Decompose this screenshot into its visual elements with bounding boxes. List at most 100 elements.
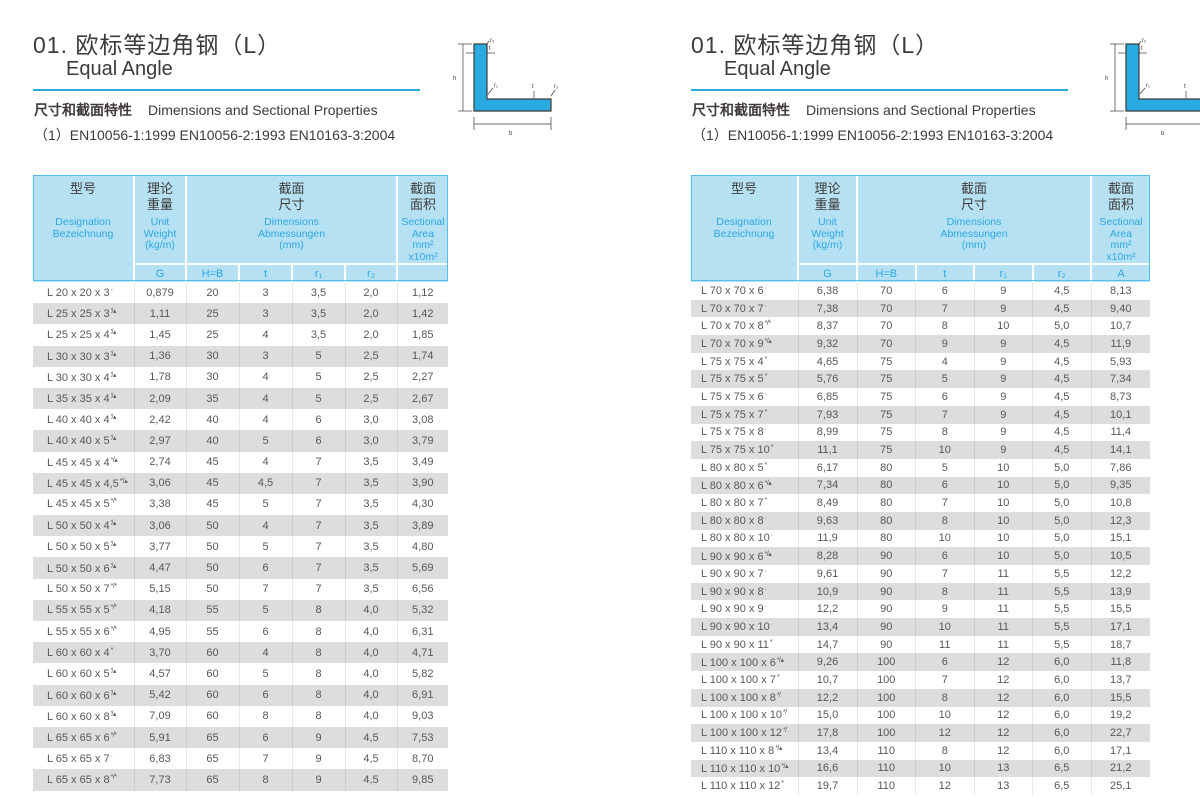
designation-cell: L 75 x 75 x 5* [701,373,767,386]
unit-weight-cell: 5,76 [797,370,857,389]
table-row: L 55 x 55 x 6*/* 4,95 55 6 8 4,0 6,31 [33,621,449,643]
table-row: L 40 x 40 x 5′/▴ 2,97 40 5 6 3,0 3,79 [33,430,449,452]
dims-en2: Abmessungen [940,227,1008,240]
diagram-label-t-top: t [489,46,491,52]
col-header-weight: 理论 重量 Unit Weight (kg/m) [133,175,187,265]
angle-section-icon: h b t r₂ r₁ t r₂ [1105,38,1200,137]
area-cell: 17,1 [1090,618,1151,636]
area-cell: 15,1 [1090,529,1151,548]
unit-weight-cell: 2,09 [133,387,186,410]
r1-cell: 9 [291,726,345,749]
area-cell: 6,56 [396,578,449,600]
designation-footnote-mark: * [770,444,774,452]
r1-cell: 8 [291,599,345,621]
table-row: L 80 x 80 x 10· 11,9 80 10 10 5,0 15,1 [691,529,1151,548]
unit-weight-cell: 9,61 [797,565,857,583]
designation-cell: L 70 x 70 x 9*/▴ [701,338,772,351]
hb-cell: 65 [185,748,239,770]
designation-cell: L 80 x 80 x 6*/▴ [701,479,772,492]
area-cell: 1,42 [396,303,449,325]
hb-cell: 110 [856,741,916,760]
diagram-label-h: h [1105,76,1108,82]
area-cell: 15,5 [1090,600,1151,619]
thickness-cell: 4 [238,642,292,664]
designation-cell: L 65 x 65 x 7· [47,752,113,765]
r1-cell: 6 [291,430,345,452]
hb-cell: 40 [185,409,239,431]
unit-weight-cell: 11,1 [797,441,857,459]
unit-weight-cell: 3,70 [133,642,186,664]
designation-footnote-mark: * [764,497,768,505]
designation-cell: L 100 x 100 x 6*/▴ [701,656,784,669]
thickness-cell: 6 [238,726,292,749]
unit-weight-cell: 3,06 [133,515,186,537]
r1-cell: 7 [291,515,345,537]
designation-footnote-mark: */* [110,731,117,739]
hb-cell: 30 [185,345,239,367]
r1-cell: 5 [291,366,345,388]
table-row: L 50 x 50 x 7*/* 5,15 50 7 7 3,5 6,56 [33,578,449,600]
designation-en1: Designation [716,216,772,228]
r1-cell: 9 [973,388,1033,406]
subheader-r1: r₁ [291,263,346,282]
designation-footnote-mark: * [769,638,773,646]
designation-footnote-mark: ′/▴ [110,562,117,570]
thickness-cell: 3 [238,282,292,304]
area-cell: 1,85 [396,324,449,346]
blue-rule [691,89,1068,91]
hb-cell: 70 [856,317,916,336]
designation-footnote-mark: ′/▴ [110,329,117,337]
dimensions-table-right: 型号 Designation Bezeichnung 理论 重量 Unit Wei… [691,175,1151,795]
designation-en2: Bezeichnung [52,227,114,240]
r2-cell: 2,0 [344,303,398,325]
r1-cell: 3,5 [291,324,345,346]
weight-cn1: 理论 [146,181,173,196]
r1-cell: 7 [291,472,345,494]
table-row: L 35 x 35 x 4′/▴ 2,09 35 4 5 2,5 2,67 [33,387,449,410]
diagram-label-t-top: t [1141,46,1143,52]
hb-cell: 40 [185,430,239,452]
table-row: L 50 x 50 x 4′/▴ 3,06 50 4 7 3,5 3,89 [33,515,449,537]
area-cell: 5,32 [396,599,449,621]
designation-footnote-mark: * [110,646,114,654]
hb-cell: 70 [856,335,916,353]
thickness-cell: 6 [915,547,974,565]
hb-cell: 70 [856,299,916,318]
diagram-label-t-right: t [1184,84,1186,90]
subheader-r2: r₂ [1031,263,1093,282]
area-en4: x10m² [408,250,438,263]
designation-cell: L 60 x 60 x 8′/▴ [47,710,116,723]
designation-footnote-mark: · [770,620,773,628]
r1-cell: 12 [973,688,1033,707]
unit-weight-cell: 6,85 [797,388,857,406]
thickness-cell: 8 [915,511,974,530]
unit-weight-cell: 7,93 [797,405,857,424]
designation-footnote-mark: ′/▴ [110,350,117,358]
thickness-cell: 4,5 [238,472,292,494]
r1-cell: 5 [291,387,345,410]
hb-cell: 90 [856,582,916,601]
r2-cell: 2,5 [344,366,398,388]
designation-en1: Designation [55,216,111,228]
r1-cell: 9 [973,405,1033,424]
designation-cell: L 90 x 90 x 8· [701,585,767,598]
designation-footnote-mark: */* [764,320,771,328]
thickness-cell: 12 [915,724,974,742]
unit-weight-cell: 13,4 [797,618,857,636]
r1-cell: 12 [973,671,1033,689]
designation-cell: L 70 x 70 x 8*/* [701,320,771,333]
hb-cell: 30 [185,366,239,388]
table-row: L 30 x 30 x 4′/▴ 1,78 30 4 5 2,5 2,27 [33,366,449,388]
hb-cell: 80 [856,476,916,495]
hb-cell: 35 [185,387,239,410]
area-cell: 2,27 [396,366,449,388]
table-row: L 80 x 80 x 7* 8,49 80 7 10 5,0 10,8 [691,494,1151,512]
table-row: L 110 x 110 x 10*/▴ 16,6 110 10 13 6,5 21,2 [691,759,1151,778]
r1-cell: 12 [973,741,1033,760]
col-header-dimensions: 截面 尺寸 Dimensions Abmessungen (mm) [855,175,1093,265]
designation-footnote-mark: ′/▴ [110,435,117,443]
unit-weight-cell: 4,57 [133,663,186,685]
r1-cell: 10 [973,317,1033,336]
designation-cell: L 30 x 30 x 3′/▴ [47,350,117,363]
